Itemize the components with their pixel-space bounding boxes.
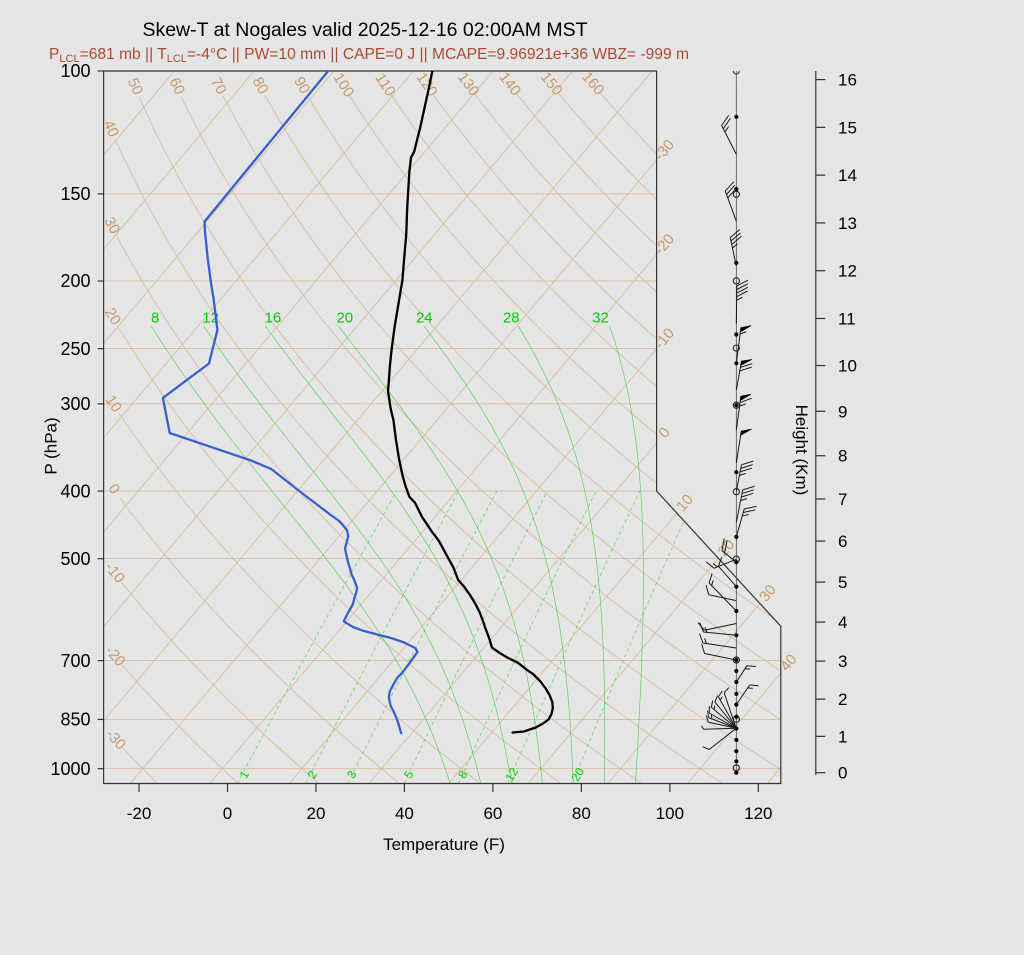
svg-text:120: 120	[744, 804, 772, 823]
svg-text:200: 200	[60, 271, 90, 291]
svg-text:6: 6	[838, 532, 847, 551]
svg-text:40: 40	[395, 804, 414, 823]
svg-text:13: 13	[838, 214, 857, 233]
svg-text:15: 15	[838, 118, 857, 137]
svg-text:8: 8	[151, 310, 159, 327]
svg-text:28: 28	[503, 310, 520, 327]
svg-text:1: 1	[838, 727, 847, 746]
svg-text:2: 2	[838, 690, 847, 709]
svg-text:5: 5	[838, 573, 847, 592]
svg-text:Height (Km): Height (Km)	[792, 405, 811, 496]
svg-text:P (hPa): P (hPa)	[42, 417, 61, 474]
svg-text:20: 20	[336, 310, 353, 327]
svg-text:Skew-T at Nogales valid 2025-1: Skew-T at Nogales valid 2025-12-16 02:00…	[142, 19, 587, 41]
svg-text:14: 14	[838, 166, 857, 185]
svg-text:16: 16	[838, 71, 857, 90]
svg-text:500: 500	[60, 549, 90, 569]
svg-text:0: 0	[223, 804, 232, 823]
svg-text:11: 11	[838, 309, 856, 328]
svg-text:32: 32	[592, 310, 609, 327]
svg-text:100: 100	[656, 804, 684, 823]
svg-text:1000: 1000	[50, 759, 90, 779]
svg-text:9: 9	[838, 402, 847, 421]
svg-text:80: 80	[572, 804, 591, 823]
svg-text:0: 0	[838, 764, 847, 783]
svg-text:24: 24	[416, 310, 433, 327]
svg-text:20: 20	[307, 804, 326, 823]
svg-text:150: 150	[60, 184, 90, 204]
svg-text:250: 250	[60, 339, 90, 359]
svg-text:850: 850	[60, 710, 90, 730]
svg-text:10: 10	[838, 357, 857, 376]
svg-text:60: 60	[483, 804, 502, 823]
svg-text:-20: -20	[127, 804, 152, 823]
svg-text:PLCL=681 mb || TLCL=-4°C || PW: PLCL=681 mb || TLCL=-4°C || PW=10 mm || …	[49, 46, 689, 65]
svg-text:Temperature (F): Temperature (F)	[383, 835, 505, 854]
svg-text:12: 12	[838, 262, 857, 281]
svg-text:400: 400	[60, 481, 90, 501]
svg-text:16: 16	[265, 310, 282, 327]
svg-text:700: 700	[60, 651, 90, 671]
svg-text:300: 300	[60, 394, 90, 414]
svg-text:8: 8	[838, 447, 847, 466]
svg-text:3: 3	[838, 652, 847, 671]
svg-text:4: 4	[838, 613, 847, 632]
svg-text:7: 7	[838, 490, 847, 509]
